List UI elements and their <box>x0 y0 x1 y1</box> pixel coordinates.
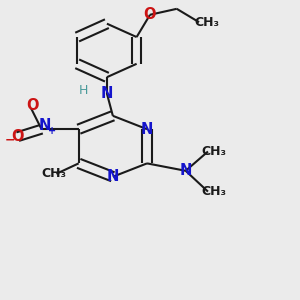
Text: O: O <box>144 7 156 22</box>
Text: N: N <box>38 118 51 133</box>
Text: +: + <box>48 126 56 136</box>
Text: O: O <box>26 98 39 113</box>
Text: CH₃: CH₃ <box>201 145 226 158</box>
Text: O: O <box>11 129 24 144</box>
Text: CH₃: CH₃ <box>194 16 219 29</box>
Text: N: N <box>141 122 153 137</box>
Text: N: N <box>101 86 113 101</box>
Text: H: H <box>78 84 88 97</box>
Text: CH₃: CH₃ <box>201 185 226 198</box>
Text: CH₃: CH₃ <box>41 167 66 180</box>
Text: N: N <box>179 163 192 178</box>
Text: N: N <box>107 169 119 184</box>
Text: −: − <box>5 133 16 146</box>
